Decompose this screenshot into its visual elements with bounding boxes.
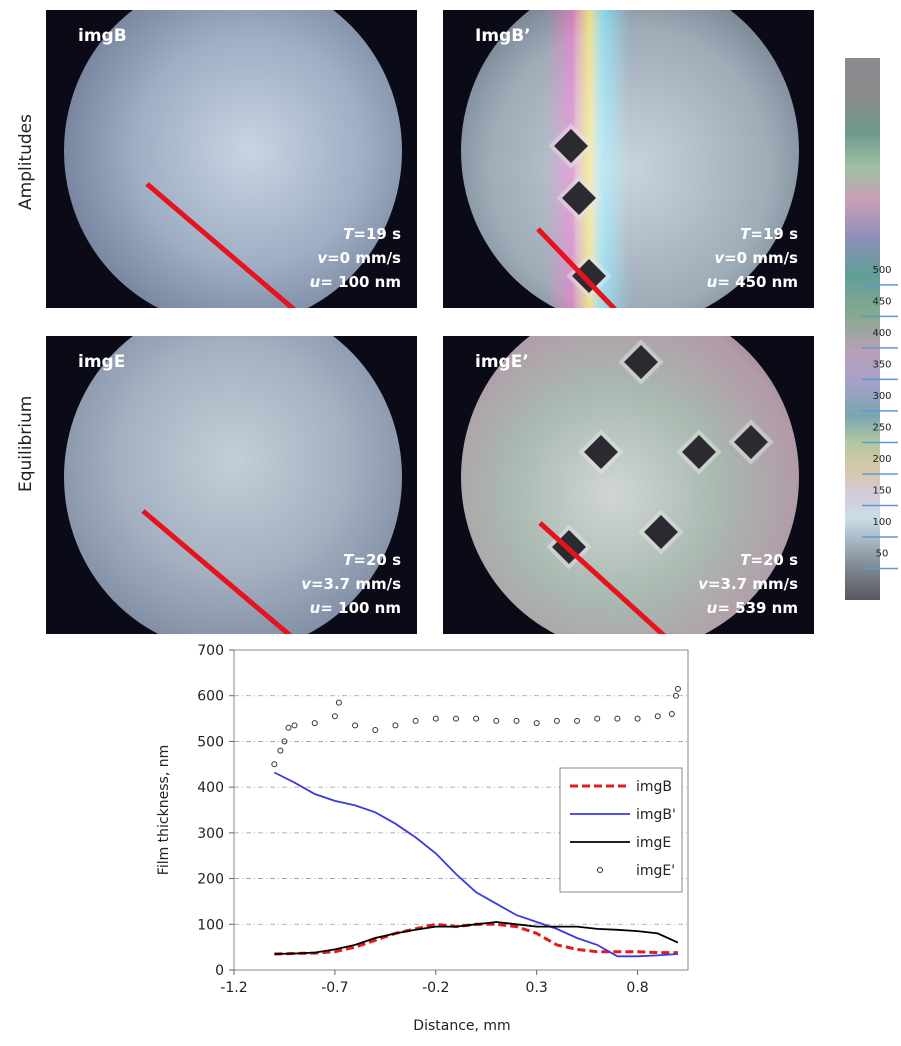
x-tick-label: -0.7 <box>321 980 348 996</box>
y-tick-label: 600 <box>197 689 224 705</box>
chart: Distance, mm Film thickness, nm 0 100 200 3… <box>0 0 901 1046</box>
y-tick-label: 100 <box>197 917 224 933</box>
x-axis-title: Distance, mm <box>413 1018 510 1034</box>
x-tick-label: -0.2 <box>422 980 449 996</box>
y-tick-label: 300 <box>197 826 224 842</box>
legend-label: imgB <box>636 779 672 795</box>
y-tick-label: 700 <box>197 643 224 659</box>
y-tick-label: 400 <box>197 780 224 796</box>
legend-label: imgE' <box>636 863 675 879</box>
x-tick-label: 0.3 <box>526 980 548 996</box>
y-tick-label: 0 <box>215 963 224 979</box>
y-axis-title: Film thickness, nm <box>156 745 172 875</box>
x-tick-label: -1.2 <box>220 980 247 996</box>
y-tick-label: 200 <box>197 872 224 888</box>
legend-label: imgE <box>636 835 671 851</box>
figure: imgBT=19 sv=0 mm/su= 100 nmImgB’T=19 sv=… <box>0 0 901 1046</box>
x-tick-label: 0.8 <box>626 980 648 996</box>
legend-label: imgB' <box>636 807 676 823</box>
y-tick-label: 500 <box>197 734 224 750</box>
